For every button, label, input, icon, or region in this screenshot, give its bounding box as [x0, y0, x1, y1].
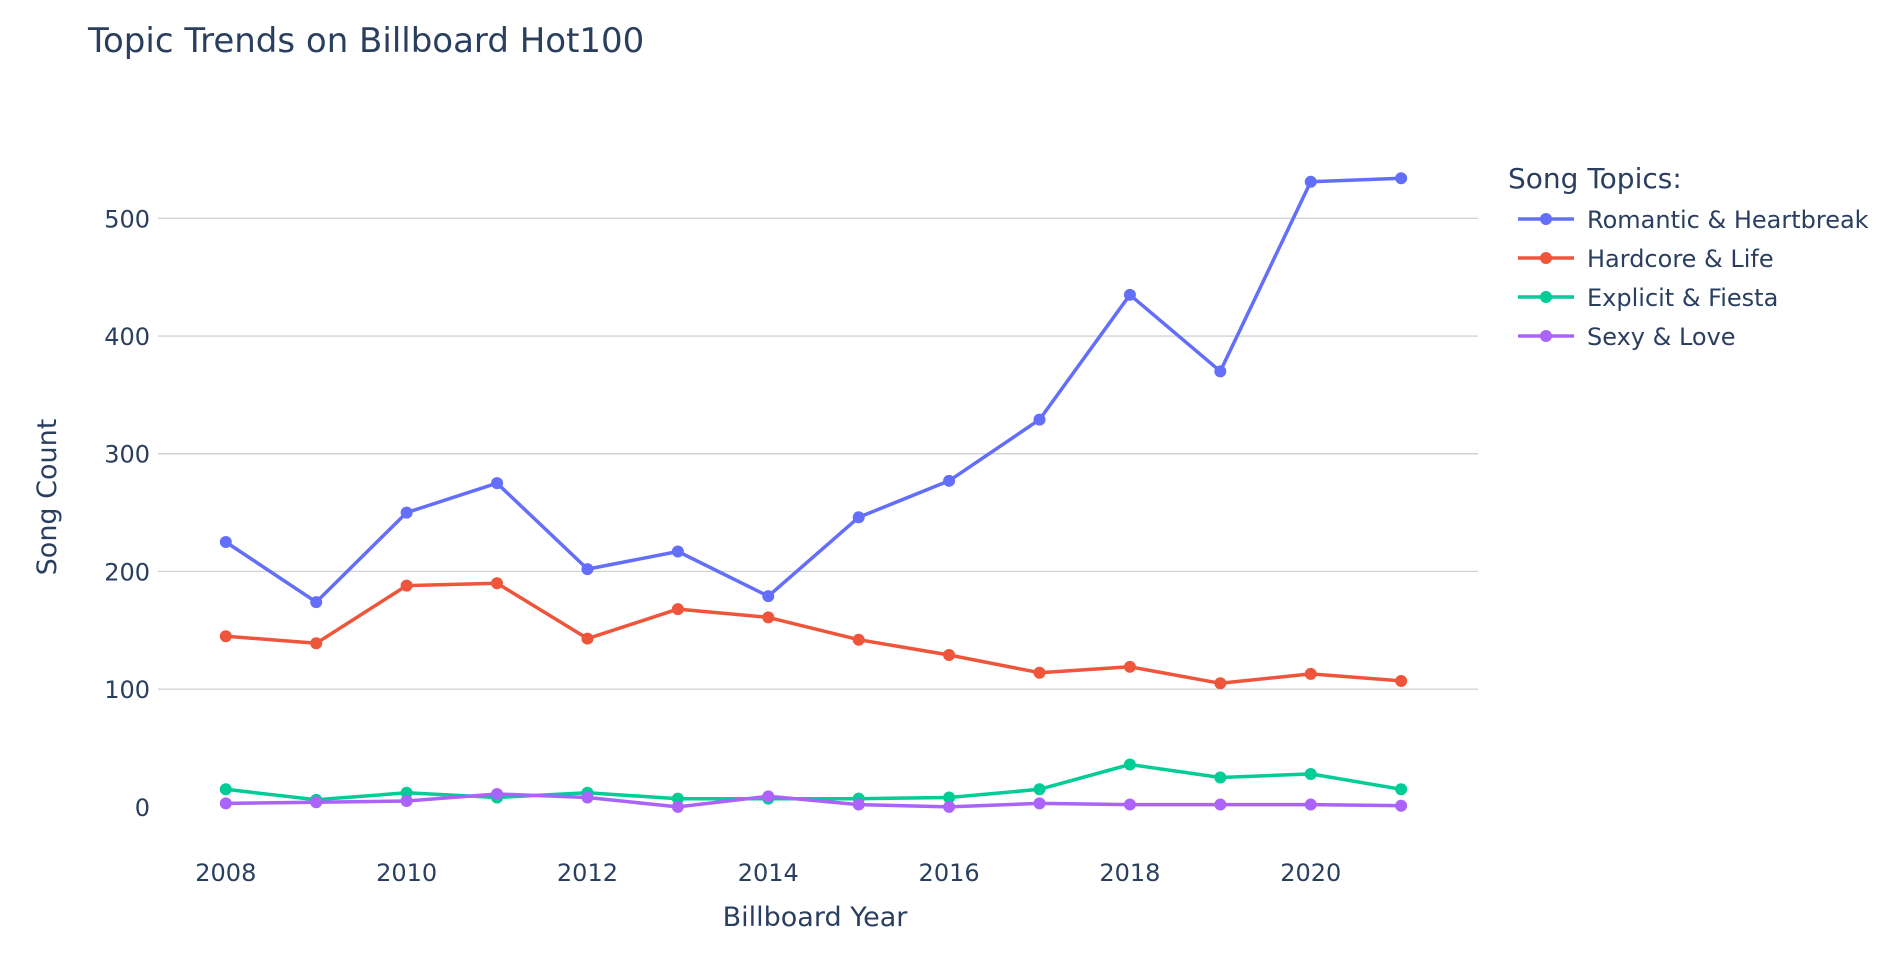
- x-tick-label-2010: 2010: [376, 859, 437, 887]
- data-point-0-2010: [400, 506, 413, 519]
- data-point-1-2016: [943, 649, 956, 662]
- series-line-3: [224, 792, 1403, 809]
- legend-label-2: Explicit & Fiesta: [1587, 284, 1778, 312]
- data-point-3-2018: [1123, 798, 1136, 811]
- legend-swatch-marker-1: [1540, 252, 1552, 264]
- legend-item-2[interactable]: Explicit & Fiesta: [1518, 284, 1778, 312]
- data-point-3-2010: [400, 795, 413, 808]
- data-point-1-2018: [1123, 660, 1136, 673]
- data-point-1-2012: [581, 632, 594, 645]
- series-line-0: [224, 176, 1403, 604]
- x-tick-label-2020: 2020: [1280, 859, 1341, 887]
- x-tick-label-2012: 2012: [557, 859, 618, 887]
- data-point-2-2016: [943, 791, 956, 804]
- data-point-0-2011: [491, 477, 504, 490]
- data-point-3-2021: [1395, 799, 1408, 812]
- legend-swatch-marker-2: [1540, 291, 1552, 303]
- y-tick-label-200: 200: [104, 558, 150, 586]
- series-line-1: [224, 581, 1403, 686]
- data-point-3-2011: [491, 787, 504, 800]
- legend-label-0: Romantic & Heartbreak: [1587, 206, 1869, 234]
- y-tick-label-100: 100: [104, 676, 150, 704]
- data-point-0-2018: [1123, 288, 1136, 301]
- x-tick-label-2008: 2008: [195, 859, 256, 887]
- y-tick-label-500: 500: [104, 205, 150, 233]
- data-point-0-2015: [852, 511, 865, 524]
- data-point-0-2017: [1033, 413, 1046, 426]
- data-point-2-2013: [671, 792, 684, 805]
- data-point-0-2008: [219, 536, 232, 549]
- data-point-1-2017: [1033, 666, 1046, 679]
- series-3: [219, 787, 1408, 813]
- data-point-2-2008: [219, 783, 232, 796]
- legend-item-0[interactable]: Romantic & Heartbreak: [1518, 206, 1869, 234]
- y-axis-label: Song Count: [32, 419, 63, 576]
- data-point-1-2008: [219, 630, 232, 643]
- data-point-3-2017: [1033, 797, 1046, 810]
- data-point-2-2010: [400, 786, 413, 799]
- data-point-3-2012: [581, 791, 594, 804]
- data-point-0-2013: [671, 545, 684, 558]
- series-0: [219, 172, 1408, 609]
- data-point-1-2020: [1304, 667, 1317, 680]
- data-point-1-2021: [1395, 674, 1408, 687]
- data-point-1-2019: [1214, 677, 1227, 690]
- data-point-0-2016: [943, 474, 956, 487]
- data-point-3-2015: [852, 798, 865, 811]
- data-point-0-2020: [1304, 175, 1317, 188]
- legend-swatch-marker-0: [1540, 213, 1552, 225]
- data-point-0-2014: [762, 590, 775, 603]
- grid-layer: [158, 217, 1478, 808]
- y-tick-layer: 0 100 200 300 400 500: [104, 205, 150, 822]
- legend-label-1: Hardcore & Life: [1587, 245, 1774, 273]
- data-point-1-2010: [400, 579, 413, 592]
- x-axis-label: Billboard Year: [723, 902, 909, 933]
- data-point-3-2014: [762, 790, 775, 803]
- y-tick-label-0: 0: [135, 794, 150, 822]
- data-point-2-2018: [1123, 758, 1136, 771]
- x-tick-label-2018: 2018: [1099, 859, 1160, 887]
- series-1: [219, 577, 1408, 690]
- legend-swatch-marker-3: [1540, 330, 1552, 342]
- data-point-2-2017: [1033, 783, 1046, 796]
- data-point-3-2013: [671, 800, 684, 813]
- data-point-3-2016: [943, 800, 956, 813]
- data-point-3-2009: [310, 796, 323, 809]
- legend: Song Topics: Romantic & Heartbreak Hardco…: [1508, 162, 1869, 351]
- legend-item-3[interactable]: Sexy & Love: [1518, 323, 1736, 351]
- data-point-0-2009: [310, 596, 323, 609]
- chart-title: Topic Trends on Billboard Hot100: [87, 21, 644, 61]
- data-point-3-2020: [1304, 798, 1317, 811]
- data-point-3-2019: [1214, 798, 1227, 811]
- data-point-1-2011: [491, 577, 504, 590]
- data-point-2-2020: [1304, 767, 1317, 780]
- series-layer: [219, 172, 1408, 813]
- x-tick-label-2016: 2016: [919, 859, 980, 887]
- x-tick-layer: 2008 2010 2012 2014 2016 2018 2020: [195, 859, 1341, 887]
- legend-title: Song Topics:: [1508, 162, 1682, 195]
- data-point-3-2008: [219, 797, 232, 810]
- legend-items: Romantic & Heartbreak Hardcore & Life Expl…: [1518, 206, 1869, 351]
- legend-label-3: Sexy & Love: [1587, 323, 1736, 351]
- x-tick-label-2014: 2014: [738, 859, 799, 887]
- legend-item-1[interactable]: Hardcore & Life: [1518, 245, 1774, 273]
- data-point-1-2013: [671, 603, 684, 616]
- data-point-1-2014: [762, 611, 775, 624]
- data-point-1-2015: [852, 633, 865, 646]
- data-point-2-2021: [1395, 783, 1408, 796]
- data-point-0-2012: [581, 563, 594, 576]
- data-point-0-2021: [1395, 172, 1408, 185]
- y-tick-label-400: 400: [104, 323, 150, 351]
- data-point-0-2019: [1214, 365, 1227, 378]
- data-point-2-2019: [1214, 771, 1227, 784]
- y-tick-label-300: 300: [104, 441, 150, 469]
- data-point-1-2009: [310, 637, 323, 650]
